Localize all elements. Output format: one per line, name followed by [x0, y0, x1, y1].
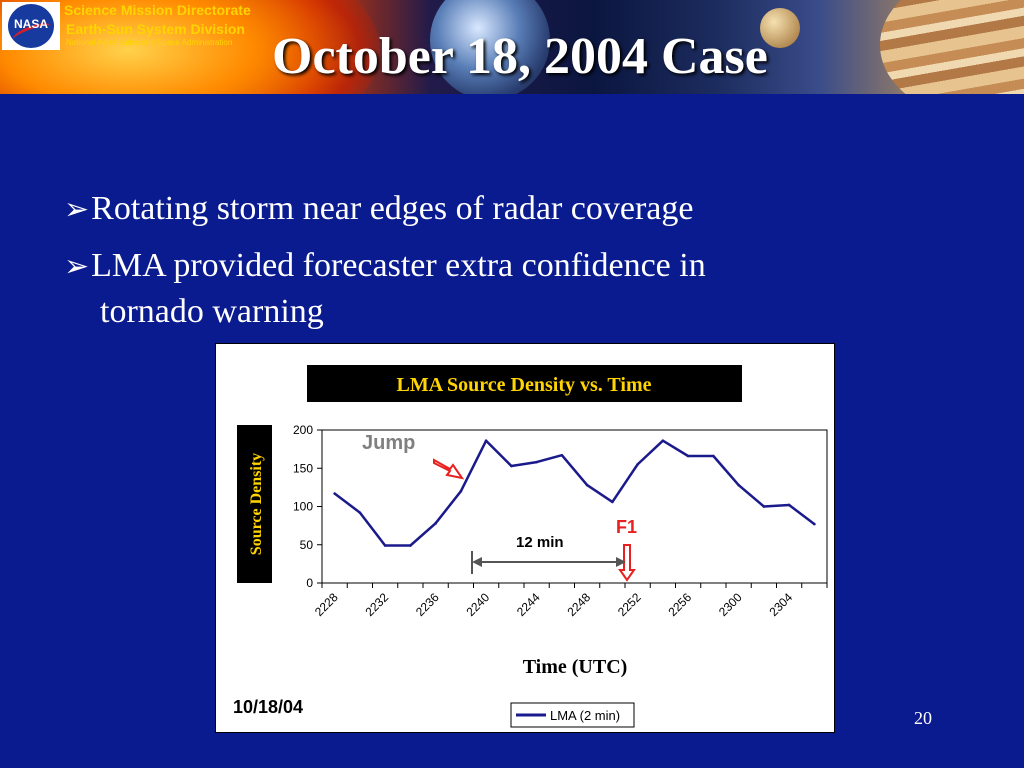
line-chart: LMA Source Density vs. Time Source Densi…: [233, 365, 828, 728]
org-line-3: National Aeronautics and Space Administr…: [66, 38, 233, 47]
data-point: [484, 439, 488, 443]
org-line-2: Earth-Sun System Division: [66, 21, 245, 37]
bullet-text: Rotating storm near edges of radar cover…: [91, 190, 694, 227]
planet-image: [760, 8, 800, 48]
y-tick-label: 50: [300, 538, 314, 552]
x-tick-label: 2228: [312, 590, 341, 619]
data-point: [712, 454, 715, 458]
x-tick-label: 2300: [716, 590, 745, 619]
bullet-item: ➢LMA provided forecaster extra confidenc…: [64, 246, 706, 287]
data-point: [661, 439, 665, 443]
data-point: [560, 453, 564, 457]
data-point: [434, 522, 437, 525]
y-tick-label: 150: [293, 461, 313, 475]
x-axis-label: Time (UTC): [523, 656, 628, 678]
data-point: [383, 544, 387, 547]
x-tick-label: 2236: [413, 590, 442, 619]
header-banner: NASA Science Mission Directorate Earth-S…: [0, 0, 1024, 94]
bullet-text: LMA provided forecaster extra confidence…: [91, 247, 706, 284]
interval-arrow-icon: [472, 557, 626, 567]
y-axis-label: Source Density: [248, 453, 265, 555]
interval-annotation: 12 min: [516, 534, 564, 551]
data-point: [459, 489, 463, 493]
data-point: [409, 544, 412, 547]
data-point: [813, 522, 816, 526]
jump-arrow-icon: [433, 458, 465, 480]
data-point: [358, 511, 362, 514]
x-tick-label: 2304: [766, 590, 795, 619]
chart-title: LMA Source Density vs. Time: [396, 374, 651, 396]
nasa-logo-text: NASA: [13, 17, 48, 31]
bullet-text-continued: tornado warning: [100, 293, 324, 330]
data-point: [787, 503, 791, 507]
y-axis: 0 50 100 150 200: [293, 423, 322, 590]
x-tick-label: 2256: [665, 590, 694, 619]
data-point: [510, 464, 513, 468]
x-axis: 2228 2232 2236 2240 2244 2248 2252 2256 2300 2304: [312, 583, 828, 619]
y-tick-label: 200: [293, 423, 313, 437]
jump-annotation: Jump: [362, 432, 415, 454]
f1-annotation: F1: [616, 517, 637, 537]
chart-panel: LMA Source Density vs. Time Source Densi…: [215, 343, 835, 733]
org-line-1: Science Mission Directorate: [64, 2, 251, 18]
date-annotation: 10/18/04: [233, 697, 303, 717]
legend-label: LMA (2 min): [550, 708, 620, 723]
bullet-item: ➢Rotating storm near edges of radar cove…: [64, 189, 693, 230]
y-axis-label-box: [237, 425, 272, 583]
sun-image: [0, 0, 380, 94]
data-point: [611, 500, 614, 504]
data-point: [333, 492, 336, 495]
data-point: [636, 463, 639, 466]
arrow-bullet-icon: ➢: [64, 249, 90, 284]
x-tick-label: 2244: [514, 590, 543, 619]
series-line: [333, 439, 816, 547]
f1-arrow-icon: [618, 544, 636, 582]
x-tick-label: 2248: [564, 590, 593, 619]
arrow-bullet-icon: ➢: [64, 192, 90, 227]
earth-image: [430, 0, 550, 94]
x-tick-label: 2240: [463, 590, 492, 619]
data-point: [762, 505, 766, 508]
series-group: [333, 439, 816, 547]
nasa-logo: NASA: [2, 2, 60, 50]
data-point: [686, 454, 690, 458]
slide-title: October 18, 2004 Case: [272, 28, 768, 85]
x-tick-label: 2232: [362, 590, 391, 619]
data-point: [585, 483, 589, 487]
y-tick-label: 0: [306, 576, 313, 590]
x-tick-label: 2252: [615, 590, 644, 619]
page-number: 20: [914, 708, 932, 728]
chart-title-box: [307, 365, 742, 402]
data-point: [535, 460, 538, 464]
data-point: [737, 483, 740, 487]
jupiter-image: [880, 0, 1024, 94]
y-tick-label: 100: [293, 500, 313, 514]
